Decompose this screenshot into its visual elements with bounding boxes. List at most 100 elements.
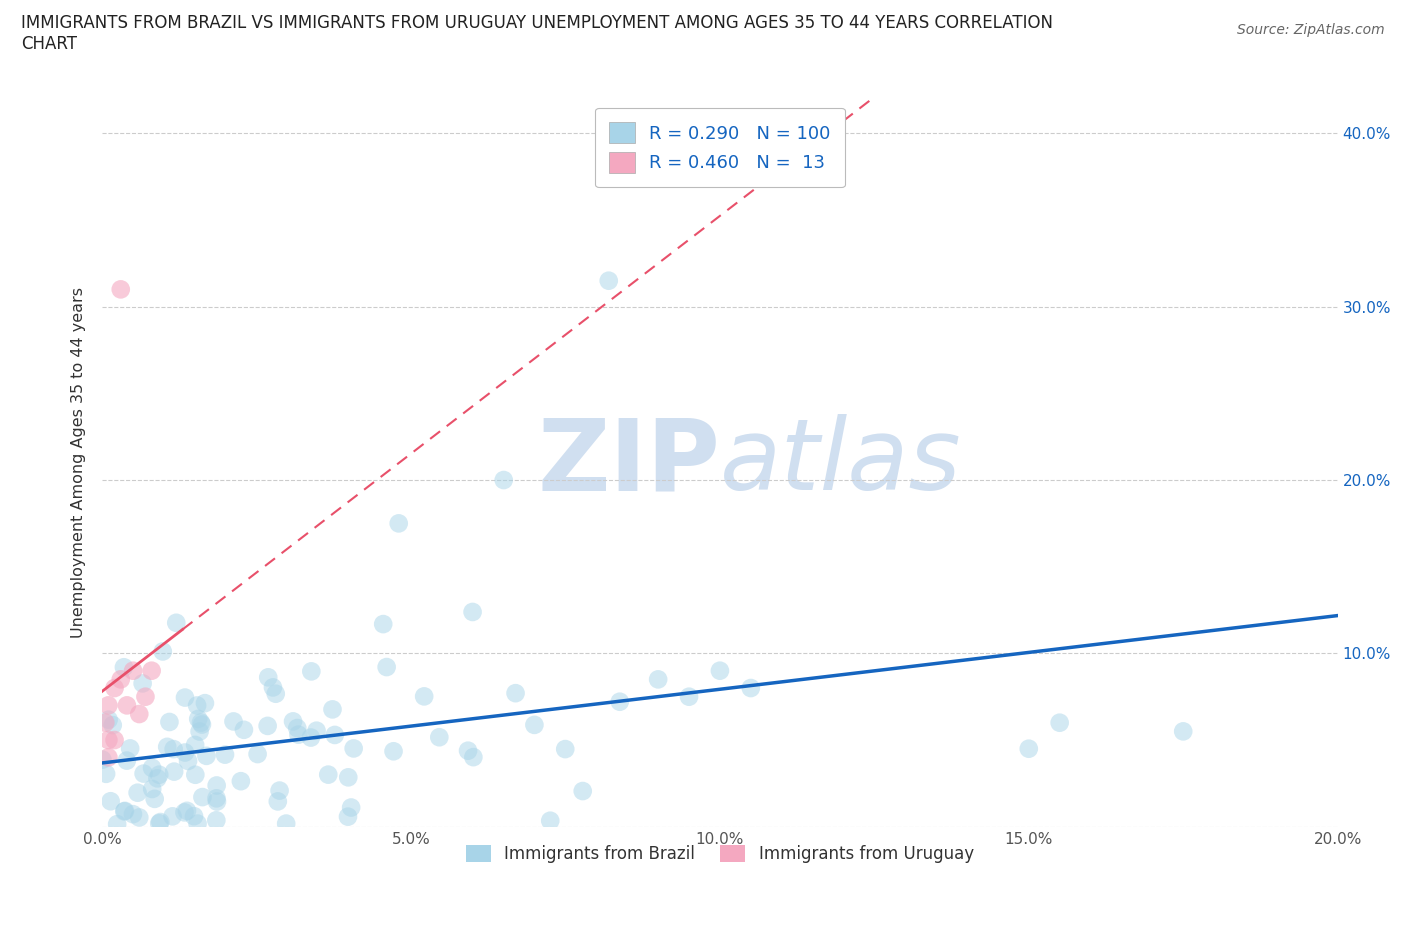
Text: atlas: atlas bbox=[720, 414, 962, 512]
Immigrants from Brazil bbox=[709, 663, 731, 678]
Y-axis label: Unemployment Among Ages 35 to 44 years: Unemployment Among Ages 35 to 44 years bbox=[72, 287, 86, 638]
Immigrants from Brazil bbox=[131, 676, 153, 691]
Immigrants from Uruguay bbox=[110, 282, 132, 297]
Immigrants from Brazil bbox=[1173, 724, 1195, 738]
Immigrants from Uruguay bbox=[97, 698, 120, 712]
Immigrants from Brazil bbox=[191, 717, 214, 732]
Immigrants from Brazil bbox=[148, 816, 170, 830]
Immigrants from Uruguay bbox=[122, 663, 145, 678]
Immigrants from Brazil bbox=[165, 616, 187, 631]
Immigrants from Brazil bbox=[281, 714, 304, 729]
Immigrants from Brazil bbox=[205, 778, 228, 793]
Immigrants from Brazil bbox=[257, 670, 280, 684]
Immigrants from Brazil bbox=[146, 771, 169, 786]
Immigrants from Brazil bbox=[375, 659, 398, 674]
Immigrants from Brazil bbox=[388, 516, 411, 531]
Immigrants from Brazil bbox=[740, 681, 762, 696]
Immigrants from Brazil bbox=[149, 815, 172, 830]
Immigrants from Brazil bbox=[100, 794, 122, 809]
Legend: Immigrants from Brazil, Immigrants from Uruguay: Immigrants from Brazil, Immigrants from … bbox=[460, 838, 980, 870]
Immigrants from Uruguay bbox=[141, 663, 163, 678]
Immigrants from Brazil bbox=[159, 714, 181, 729]
Immigrants from Brazil bbox=[177, 753, 200, 768]
Immigrants from Brazil bbox=[413, 689, 436, 704]
Immigrants from Brazil bbox=[122, 806, 145, 821]
Immigrants from Brazil bbox=[492, 472, 515, 487]
Immigrants from Brazil bbox=[163, 742, 186, 757]
Immigrants from Brazil bbox=[571, 784, 593, 799]
Immigrants from Brazil bbox=[184, 737, 207, 752]
Immigrants from Brazil bbox=[190, 715, 212, 730]
Immigrants from Brazil bbox=[382, 744, 405, 759]
Immigrants from Brazil bbox=[97, 712, 120, 727]
Immigrants from Brazil bbox=[187, 817, 209, 831]
Immigrants from Brazil bbox=[337, 809, 360, 824]
Immigrants from Brazil bbox=[173, 805, 195, 820]
Immigrants from Uruguay bbox=[134, 689, 156, 704]
Immigrants from Uruguay bbox=[103, 681, 125, 696]
Immigrants from Brazil bbox=[101, 718, 124, 733]
Immigrants from Brazil bbox=[538, 814, 561, 829]
Immigrants from Brazil bbox=[222, 714, 245, 729]
Immigrants from Brazil bbox=[1018, 741, 1040, 756]
Immigrants from Brazil bbox=[214, 747, 236, 762]
Immigrants from Brazil bbox=[276, 817, 298, 831]
Text: ZIP: ZIP bbox=[537, 414, 720, 512]
Immigrants from Brazil bbox=[343, 741, 366, 756]
Immigrants from Brazil bbox=[264, 686, 287, 701]
Immigrants from Brazil bbox=[141, 761, 163, 776]
Immigrants from Brazil bbox=[174, 690, 197, 705]
Immigrants from Brazil bbox=[148, 767, 170, 782]
Immigrants from Brazil bbox=[127, 785, 149, 800]
Immigrants from Brazil bbox=[205, 790, 228, 805]
Immigrants from Brazil bbox=[554, 741, 576, 756]
Immigrants from Brazil bbox=[316, 767, 339, 782]
Immigrants from Brazil bbox=[246, 747, 269, 762]
Immigrants from Brazil bbox=[299, 664, 322, 679]
Immigrants from Brazil bbox=[1049, 715, 1071, 730]
Immigrants from Uruguay bbox=[110, 672, 132, 687]
Immigrants from Uruguay bbox=[97, 750, 120, 764]
Immigrants from Brazil bbox=[321, 702, 343, 717]
Immigrants from Brazil bbox=[287, 727, 309, 742]
Immigrants from Brazil bbox=[105, 817, 128, 831]
Immigrants from Brazil bbox=[323, 727, 346, 742]
Immigrants from Brazil bbox=[262, 680, 284, 695]
Immigrants from Uruguay bbox=[128, 707, 150, 722]
Immigrants from Brazil bbox=[114, 804, 136, 818]
Immigrants from Brazil bbox=[373, 617, 395, 631]
Immigrants from Brazil bbox=[269, 783, 291, 798]
Immigrants from Brazil bbox=[340, 800, 363, 815]
Immigrants from Brazil bbox=[143, 791, 166, 806]
Immigrants from Brazil bbox=[112, 804, 135, 818]
Text: IMMIGRANTS FROM BRAZIL VS IMMIGRANTS FROM URUGUAY UNEMPLOYMENT AMONG AGES 35 TO : IMMIGRANTS FROM BRAZIL VS IMMIGRANTS FRO… bbox=[21, 14, 1053, 53]
Immigrants from Brazil bbox=[112, 659, 135, 674]
Immigrants from Brazil bbox=[229, 774, 252, 789]
Immigrants from Brazil bbox=[183, 809, 205, 824]
Immigrants from Brazil bbox=[128, 810, 150, 825]
Immigrants from Brazil bbox=[337, 770, 360, 785]
Immigrants from Brazil bbox=[267, 794, 290, 809]
Immigrants from Brazil bbox=[187, 711, 209, 726]
Immigrants from Brazil bbox=[205, 813, 228, 828]
Immigrants from Brazil bbox=[463, 750, 485, 764]
Immigrants from Brazil bbox=[678, 689, 700, 704]
Immigrants from Brazil bbox=[609, 695, 631, 710]
Immigrants from Brazil bbox=[191, 790, 214, 804]
Immigrants from Brazil bbox=[94, 766, 117, 781]
Immigrants from Brazil bbox=[305, 724, 328, 738]
Immigrants from Brazil bbox=[427, 730, 450, 745]
Immigrants from Brazil bbox=[120, 741, 142, 756]
Immigrants from Brazil bbox=[156, 739, 179, 754]
Immigrants from Brazil bbox=[91, 752, 114, 767]
Immigrants from Brazil bbox=[162, 809, 184, 824]
Immigrants from Brazil bbox=[457, 743, 479, 758]
Immigrants from Brazil bbox=[232, 723, 254, 737]
Text: Source: ZipAtlas.com: Source: ZipAtlas.com bbox=[1237, 23, 1385, 37]
Immigrants from Brazil bbox=[523, 717, 546, 732]
Immigrants from Brazil bbox=[132, 766, 155, 781]
Immigrants from Brazil bbox=[461, 604, 484, 619]
Immigrants from Brazil bbox=[186, 698, 208, 713]
Immigrants from Uruguay bbox=[103, 733, 125, 748]
Immigrants from Brazil bbox=[115, 753, 138, 768]
